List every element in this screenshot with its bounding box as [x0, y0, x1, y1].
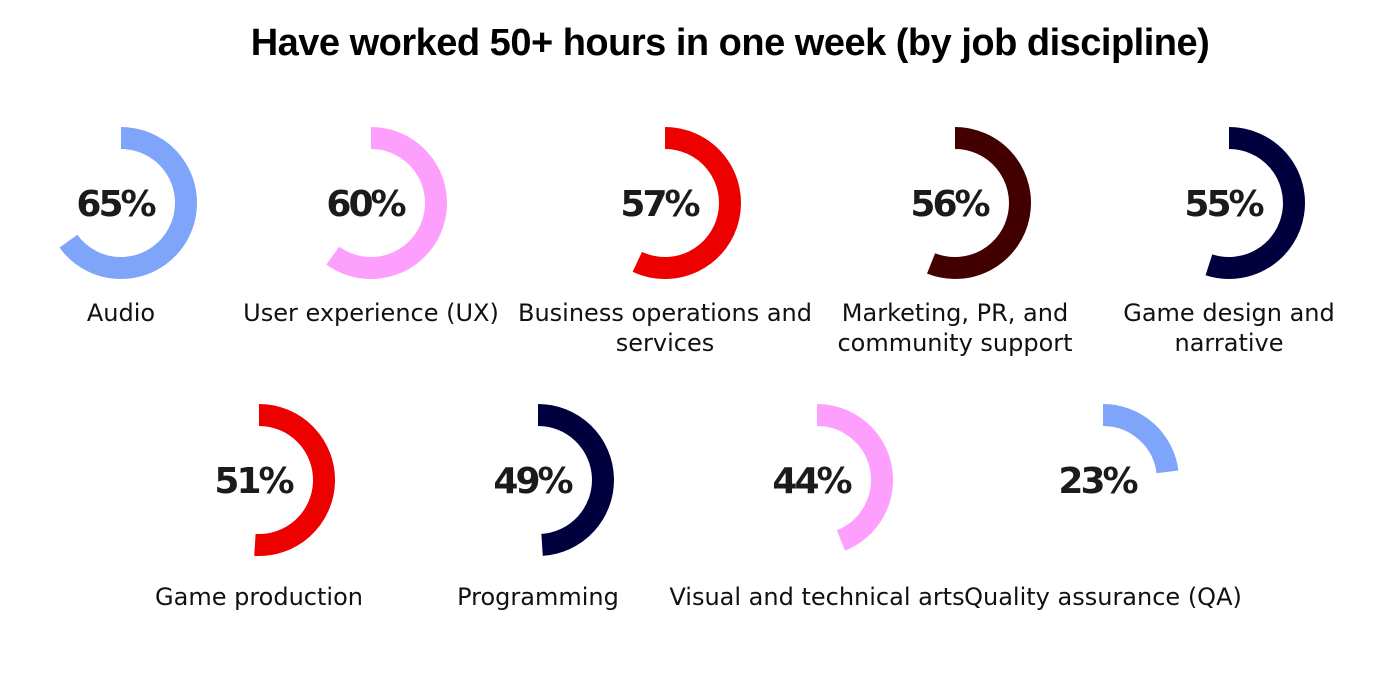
value-label-programming: 49%	[493, 461, 572, 502]
category-label-quality-assurance-qa: Quality assurance (QA)	[964, 583, 1242, 611]
category-label-programming: Programming	[457, 583, 619, 611]
arc-game-production	[254, 404, 335, 556]
arc-game-design-and-narrative	[1205, 127, 1305, 279]
value-label-user-experience-ux: 60%	[326, 184, 405, 225]
category-label-game-production: Game production	[155, 583, 363, 611]
value-label-game-design-and-narrative: 55%	[1184, 184, 1263, 225]
arc-marketing-pr-and-community-support	[927, 127, 1031, 279]
value-label-game-production: 51%	[214, 461, 293, 502]
chart-title: Have worked 50+ hours in one week (by jo…	[250, 22, 1210, 64]
value-label-quality-assurance-qa: 23%	[1058, 461, 1137, 502]
arc-quality-assurance-qa	[1102, 404, 1179, 474]
value-label-visual-and-technical-arts: 44%	[772, 461, 851, 502]
category-label-audio: Audio	[86, 299, 156, 327]
category-label-marketing-pr-and-community-support: Marketing, PR, and community support	[837, 299, 1073, 357]
arc-audio	[59, 127, 197, 279]
category-label-visual-and-technical-arts: Visual and technical arts	[669, 583, 965, 611]
category-label-business-operations-and-services: Business operations and services	[518, 299, 812, 357]
value-label-marketing-pr-and-community-support: 56%	[910, 184, 989, 225]
value-label-audio: 65%	[76, 184, 155, 225]
category-label-user-experience-ux: User experience (UX)	[243, 299, 499, 327]
arc-programming	[537, 404, 614, 556]
arc-user-experience-ux	[326, 127, 447, 279]
arc-business-operations-and-services	[632, 127, 741, 279]
value-label-business-operations-and-services: 57%	[620, 184, 699, 225]
arc-visual-and-technical-arts	[816, 404, 893, 551]
category-label-game-design-and-narrative: Game design and narrative	[1123, 299, 1335, 357]
